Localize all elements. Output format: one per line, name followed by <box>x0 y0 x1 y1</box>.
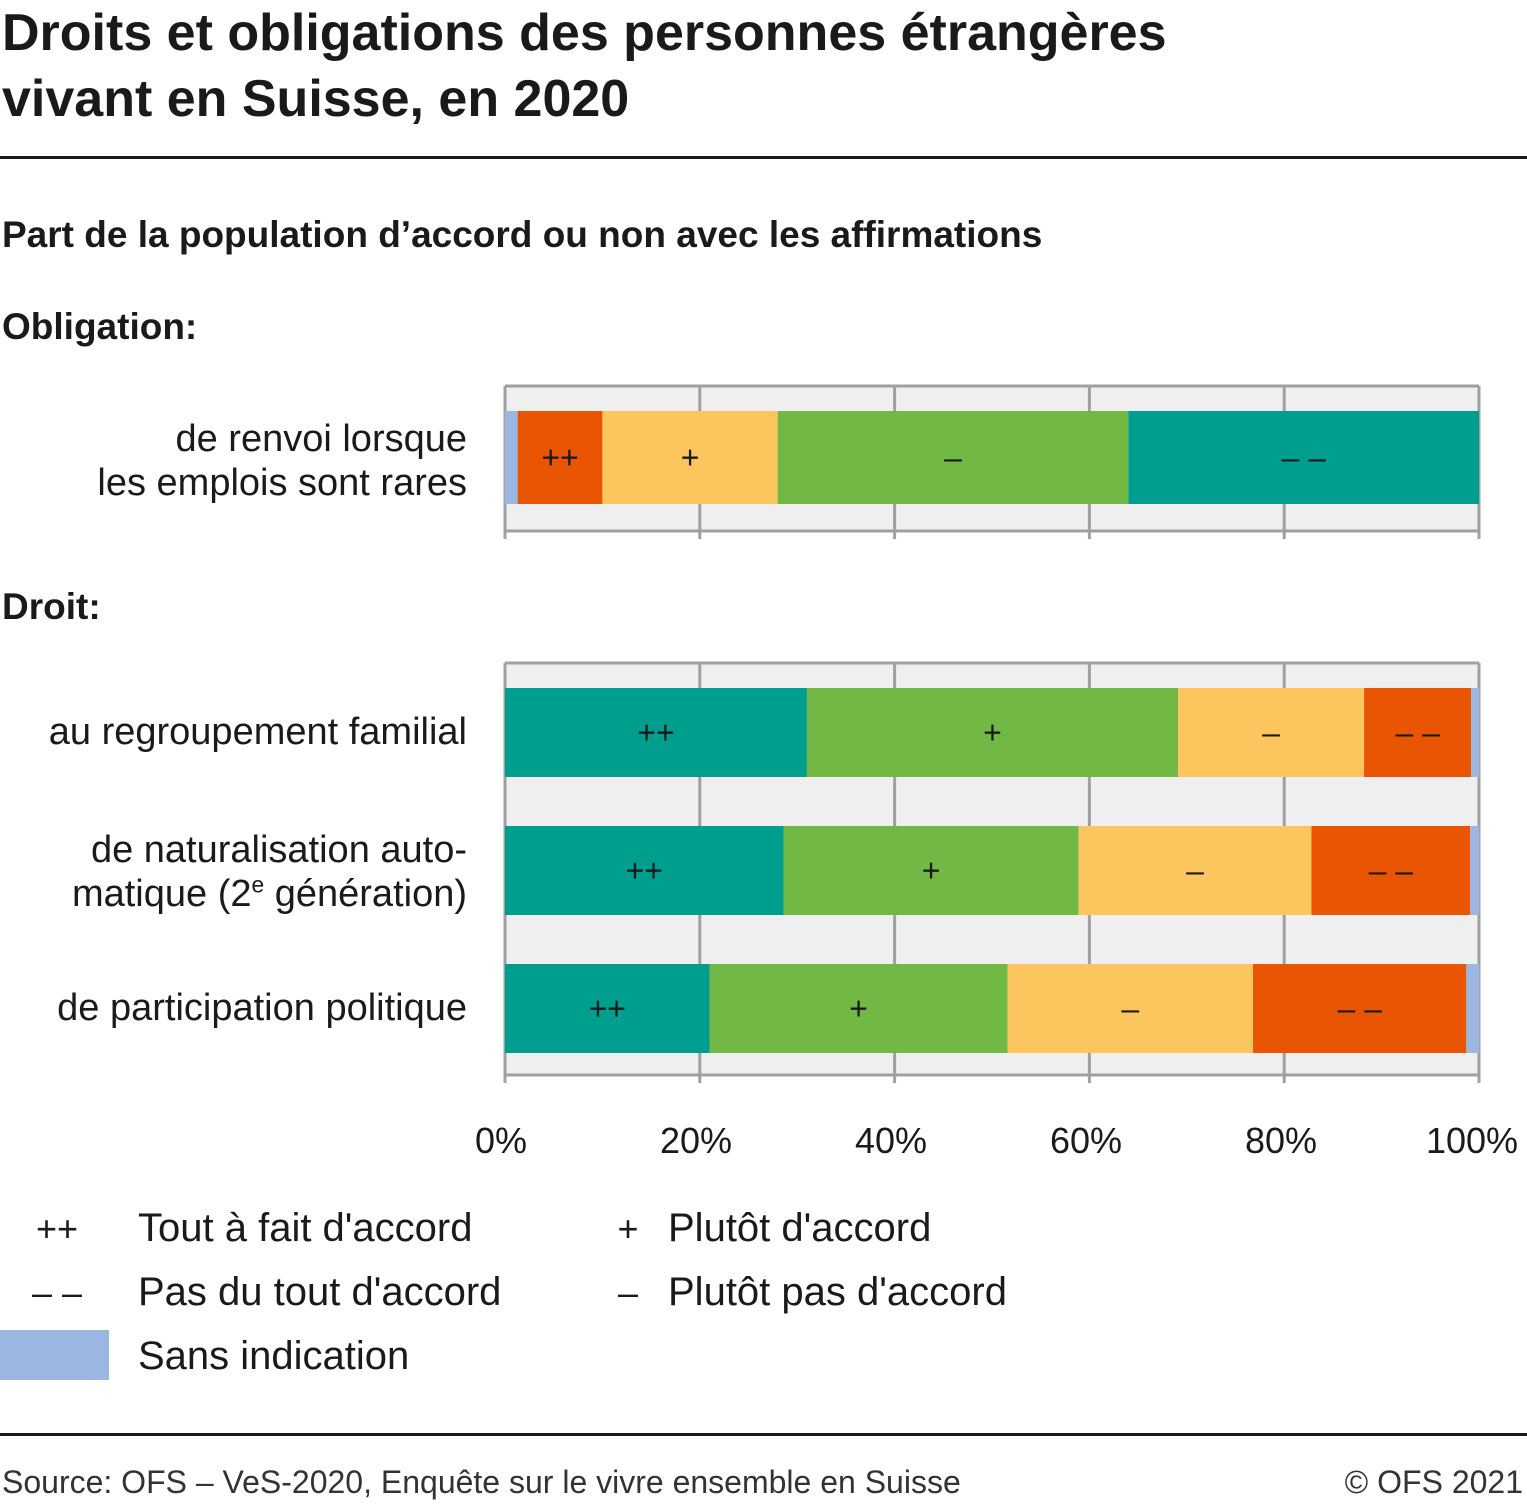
bar-segment-pas-du-tout-accord <box>1253 964 1467 1053</box>
bar-segment-symbol: – – <box>1369 853 1414 889</box>
bar-segment-plutot-pas-accord <box>1178 688 1365 777</box>
footer-divider <box>0 1433 1527 1436</box>
bar-segment-plutot-pas-accord <box>1007 964 1254 1053</box>
bar-segment-tout-a-fait-accord <box>505 964 710 1053</box>
bar-segment-plutot-accord <box>783 826 1079 915</box>
bar-segment-symbol: + <box>849 991 868 1027</box>
bar-segment-tout-a-fait-accord <box>505 826 784 915</box>
bar-segment-pas-du-tout-accord <box>1311 826 1471 915</box>
bar-segment-symbol: – – <box>1337 991 1382 1027</box>
category-label-line: matique (2e génération) <box>71 871 467 915</box>
bar-segment-plutot-pas-accord <box>1078 826 1312 915</box>
x-tick-label: 100% <box>1425 1120 1519 1161</box>
bar-segment-tout-a-fait-accord <box>1128 411 1479 504</box>
bar-segment-symbol: – <box>1186 853 1204 889</box>
group-label-obligation: Obligation: <box>2 306 198 347</box>
bar-segment-symbol: ++ <box>626 853 663 889</box>
bar-segment-symbol: – <box>944 440 962 476</box>
bar-segment-tout-a-fait-accord <box>505 688 807 777</box>
bar-segment-pas-du-tout-accord <box>1364 688 1472 777</box>
legend-symbol-plus: + <box>617 1208 639 1249</box>
category-label-naturalisation: de naturalisation auto- matique (2e géné… <box>72 828 467 916</box>
legend-symbol-minus: – <box>617 1272 639 1313</box>
legend-label-pas-du-tout: Pas du tout d'accord <box>138 1270 502 1314</box>
bar-segment-symbol: – <box>1262 715 1280 751</box>
x-tick-label: 40% <box>854 1120 928 1161</box>
x-tick-label: 80% <box>1244 1120 1318 1161</box>
legend-swatch-sans-indication <box>0 1330 109 1380</box>
category-label-line: de naturalisation auto- <box>90 829 467 871</box>
category-label-participation: de participation politique <box>57 986 467 1030</box>
legend-label-tout-a-fait: Tout à fait d'accord <box>138 1206 473 1250</box>
superscript: e <box>251 871 265 898</box>
title-divider <box>0 156 1527 159</box>
source-note: Source: OFS – VeS-2020, Enquête sur le v… <box>2 1464 961 1500</box>
chart-title-line-2: vivant en Suisse, en 2020 <box>2 70 630 128</box>
legend-symbol-minusminus: – – <box>31 1272 83 1313</box>
legend-label-plutot-pas: Plutôt pas d'accord <box>668 1270 1007 1314</box>
legend-label-sans-indication: Sans indication <box>138 1334 410 1378</box>
bar-segment-pas-du-tout-accord <box>517 411 603 504</box>
category-label-line: de participation politique <box>57 987 467 1029</box>
bar-segment-plutot-accord <box>806 688 1179 777</box>
chart-title: Droits et obligations des personnes étra… <box>2 0 1502 132</box>
bar-segment-sans-indication <box>505 411 518 504</box>
bar-segment-plutot-accord <box>709 964 1008 1053</box>
x-tick-label: 60% <box>1049 1120 1123 1161</box>
category-label-regroupement: au regroupement familial <box>49 710 467 754</box>
bar-segment-plutot-accord <box>777 411 1129 504</box>
legend-label-plutot: Plutôt d'accord <box>668 1206 932 1250</box>
bar-segment-symbol: ++ <box>589 991 626 1027</box>
bar-segment-symbol: ++ <box>541 440 578 476</box>
chart-title-line-1: Droits et obligations des personnes étra… <box>2 4 1167 62</box>
category-label-line: au regroupement familial <box>48 711 467 753</box>
bar-segment-sans-indication <box>1470 826 1479 915</box>
x-tick-label: 0% <box>474 1120 528 1161</box>
bar-segment-sans-indication <box>1466 964 1479 1053</box>
bar-segment-symbol: + <box>983 715 1002 751</box>
bar-segment-symbol: + <box>922 853 941 889</box>
bar-segment-symbol: – – <box>1281 440 1326 476</box>
category-label-line: les emplois sont rares <box>97 462 467 504</box>
bar-segment-symbol: – – <box>1395 715 1440 751</box>
legend-symbol-plusplus: ++ <box>35 1208 79 1249</box>
category-label-renvoi: de renvoi lorsque les emplois sont rares <box>97 417 467 505</box>
bar-segment-symbol: + <box>681 440 700 476</box>
copyright-note: © OFS 2021 <box>1344 1464 1523 1500</box>
chart-subtitle: Part de la population d’accord ou non av… <box>2 214 1043 255</box>
bar-segment-plutot-pas-accord <box>602 411 778 504</box>
bar-segment-symbol: – <box>1121 991 1139 1027</box>
group-label-droit: Droit: <box>2 586 101 627</box>
bar-segment-sans-indication <box>1471 688 1479 777</box>
x-tick-label: 20% <box>659 1120 733 1161</box>
category-label-line: de renvoi lorsque <box>175 418 467 460</box>
bar-segment-symbol: ++ <box>637 715 674 751</box>
